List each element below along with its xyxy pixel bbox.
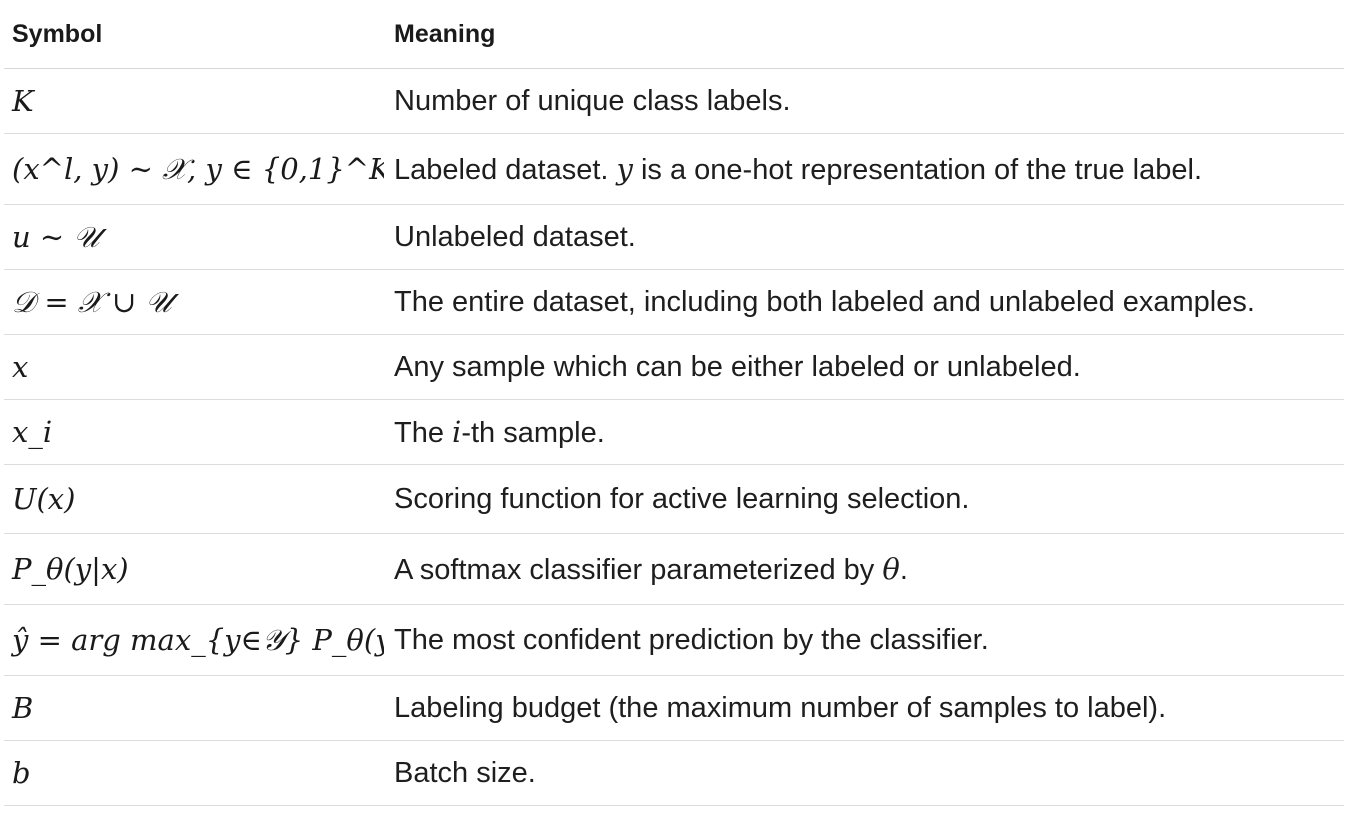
table-row: (x^l, y) ∼ 𝒳, y ∈ {0,1}^K Labeled datase…	[4, 133, 1344, 205]
table-row: P_θ(y|x) A softmax classifier parameteri…	[4, 533, 1344, 605]
symbol-cell: x	[4, 334, 384, 400]
meaning-cell: Labeling budget (the maximum number of s…	[384, 675, 1344, 741]
table-row: K Number of unique class labels.	[4, 68, 1344, 134]
math-symbol: x_i	[12, 415, 53, 449]
table-row: 𝒟 = 𝒳 ∪ 𝒰 The entire dataset, including …	[4, 269, 1344, 335]
meaning-cell: The most confident prediction by the cla…	[384, 604, 1344, 676]
column-header-symbol: Symbol	[4, 0, 384, 69]
meaning-math: θ	[882, 551, 900, 586]
math-symbol: (x^l, y) ∼ 𝒳, y ∈ {0,1}^K	[12, 151, 384, 186]
meaning-cell: Scoring function for active learning sel…	[384, 464, 1344, 534]
meaning-text: A softmax classifier parameterized by	[394, 553, 875, 586]
meaning-text: Labeled dataset.	[394, 153, 609, 186]
table-row: ŷ = arg max_{y∈𝒴} P_θ(y|x) The most conf…	[4, 604, 1344, 676]
symbol-cell: u ∼ 𝒰	[4, 204, 384, 270]
symbol-cell: U(x)	[4, 464, 384, 534]
math-symbol: B	[12, 691, 34, 725]
notation-table: Symbol Meaning K Number of unique class …	[4, 0, 1344, 806]
table-row: U(x) Scoring function for active learnin…	[4, 464, 1344, 534]
symbol-cell: B	[4, 675, 384, 741]
meaning-cell: Labeled dataset. y is a one-hot represen…	[384, 133, 1344, 205]
meaning-cell: Unlabeled dataset.	[384, 204, 1344, 270]
table-row: u ∼ 𝒰 Unlabeled dataset.	[4, 204, 1344, 270]
table-row: x_i The i-th sample.	[4, 399, 1344, 465]
symbol-cell: b	[4, 740, 384, 806]
symbol-cell: ŷ = arg max_{y∈𝒴} P_θ(y|x)	[4, 604, 384, 676]
meaning-cell: A softmax classifier parameterized by θ.	[384, 533, 1344, 605]
meaning-math: y	[616, 151, 633, 186]
table-row: b Batch size.	[4, 740, 1344, 806]
symbol-cell: (x^l, y) ∼ 𝒳, y ∈ {0,1}^K	[4, 133, 384, 205]
symbol-cell: P_θ(y|x)	[4, 533, 384, 605]
math-symbol: ŷ = arg max_{y∈𝒴} P_θ(y|x)	[12, 622, 384, 657]
math-symbol: K	[12, 84, 34, 118]
meaning-text: .	[899, 553, 908, 586]
meaning-cell: Batch size.	[384, 740, 1344, 806]
symbol-cell: x_i	[4, 399, 384, 465]
math-symbol: x	[12, 350, 29, 384]
math-symbol: b	[12, 756, 31, 790]
symbol-cell: 𝒟 = 𝒳 ∪ 𝒰	[4, 269, 384, 335]
symbol-cell: K	[4, 68, 384, 134]
table-header-row: Symbol Meaning	[4, 0, 1344, 69]
math-symbol: 𝒟 = 𝒳 ∪ 𝒰	[12, 284, 172, 319]
meaning-cell: The entire dataset, including both label…	[384, 269, 1344, 335]
column-header-meaning: Meaning	[384, 0, 1344, 69]
table-row: B Labeling budget (the maximum number of…	[4, 675, 1344, 741]
math-symbol: u ∼ 𝒰	[12, 219, 100, 254]
meaning-cell: Number of unique class labels.	[384, 68, 1344, 134]
meaning-cell: Any sample which can be either labeled o…	[384, 334, 1344, 400]
table-row: x Any sample which can be either labeled…	[4, 334, 1344, 400]
math-symbol: P_θ(y|x)	[12, 552, 129, 586]
meaning-cell: The i-th sample.	[384, 399, 1344, 465]
meaning-text: is a one-hot representation of the true …	[640, 153, 1203, 186]
math-symbol: U(x)	[12, 482, 76, 516]
meaning-text: The	[394, 416, 444, 449]
meaning-math: i	[452, 414, 462, 449]
meaning-text: -th sample.	[461, 416, 605, 449]
